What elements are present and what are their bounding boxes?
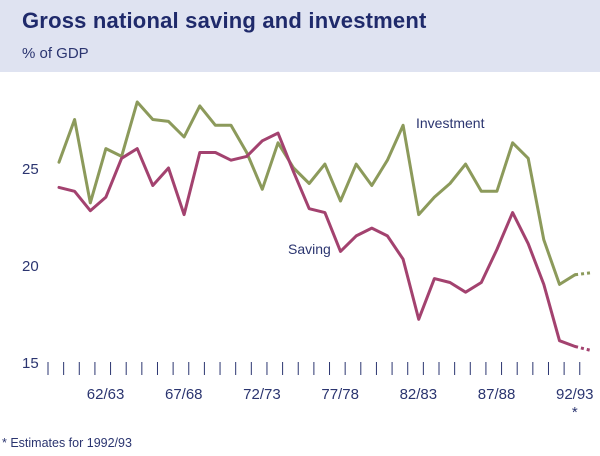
x-tick-label: 72/73 [243, 386, 281, 403]
x-tick-label: 67/68 [165, 386, 203, 403]
saving-series-label: Saving [288, 241, 331, 257]
saving-estimate-line [574, 345, 592, 352]
investment-series-line [57, 100, 577, 286]
y-tick-label: 25 [22, 161, 39, 178]
investment-series-label: Investment [416, 115, 485, 131]
x-tick-label: 87/88 [478, 386, 516, 403]
x-tick-label: 62/63 [87, 386, 125, 403]
investment-estimate-line [574, 271, 591, 277]
chart-title: Gross national saving and investment [22, 8, 427, 33]
x-tick-label: 82/83 [400, 386, 438, 403]
header-band: Gross national saving and investment % o… [0, 0, 600, 72]
y-tick-label: 15 [22, 355, 39, 372]
estimate-marker: * [572, 404, 578, 421]
x-tick-label: 92/93 [556, 386, 594, 403]
x-tick-label: 77/78 [321, 386, 359, 403]
chart-subtitle: % of GDP [22, 45, 89, 62]
footnote: * Estimates for 1992/93 [2, 436, 132, 450]
y-tick-label: 20 [22, 258, 39, 275]
saving-series-line [57, 131, 577, 348]
line-chart: 15 20 25 62/63 67/68 72/73 77/78 82/83 87/88 92/9… [22, 100, 594, 421]
